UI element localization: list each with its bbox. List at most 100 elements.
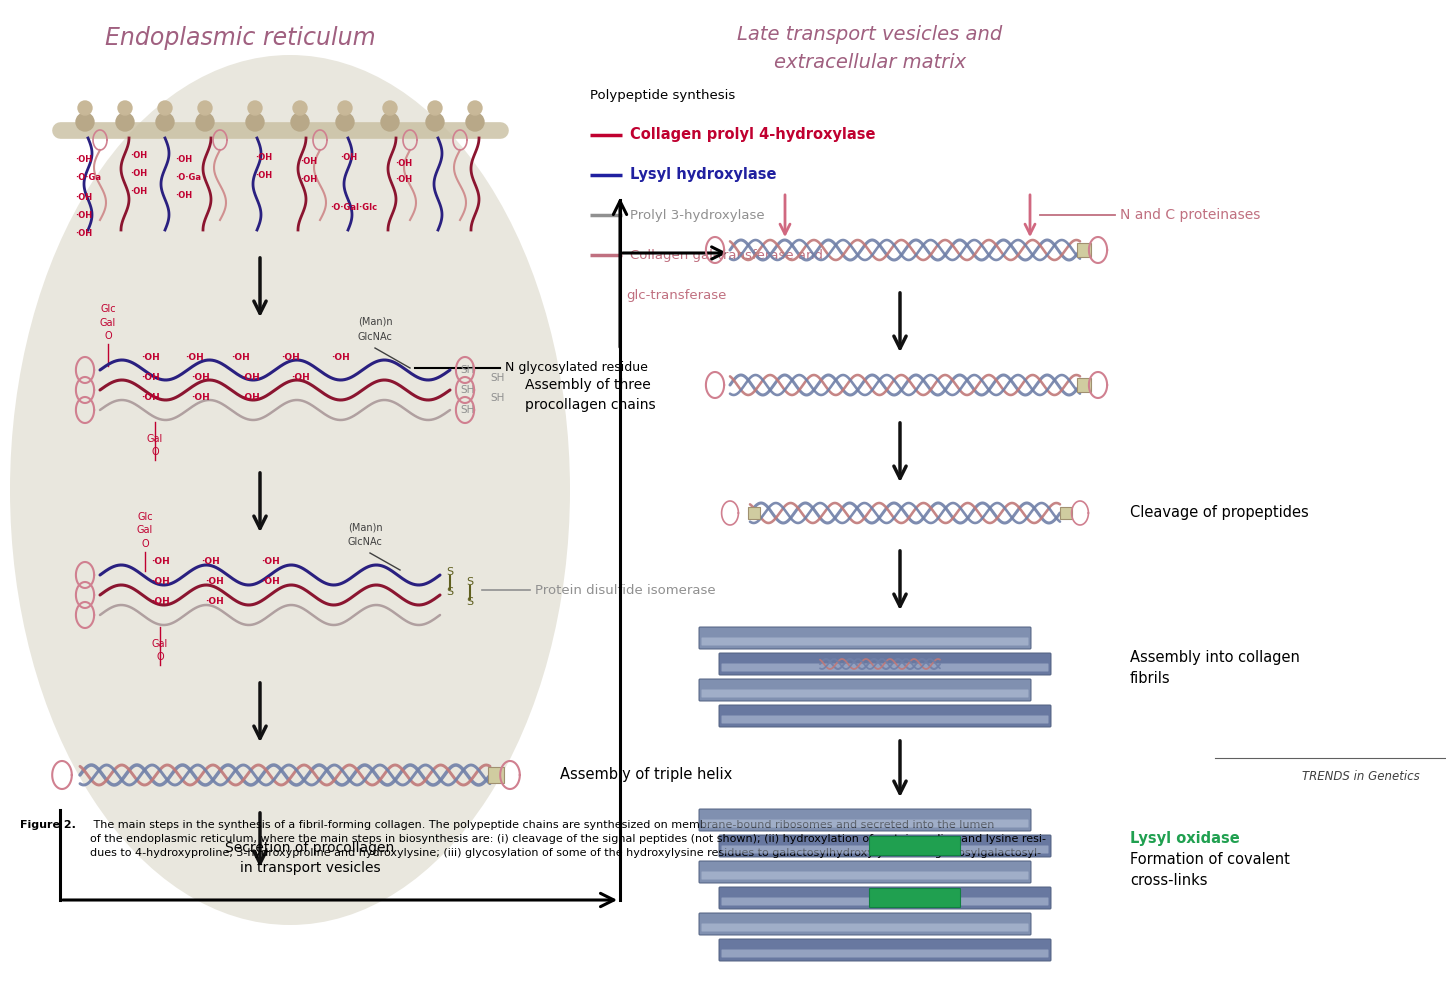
FancyBboxPatch shape bbox=[701, 872, 1028, 880]
Text: ·OH: ·OH bbox=[340, 153, 357, 161]
Text: Gal: Gal bbox=[147, 434, 163, 444]
Text: ·OH: ·OH bbox=[130, 187, 147, 196]
Text: ·OH: ·OH bbox=[395, 175, 412, 184]
Text: ·OH: ·OH bbox=[130, 151, 147, 159]
Text: Lysyl hydroxylase: Lysyl hydroxylase bbox=[630, 167, 777, 182]
Text: Gal: Gal bbox=[152, 639, 168, 649]
Text: ·OH: ·OH bbox=[201, 558, 220, 567]
Text: GlcNAc: GlcNAc bbox=[357, 332, 392, 342]
Text: Polypeptide synthesis: Polypeptide synthesis bbox=[590, 89, 735, 101]
Text: ·OH: ·OH bbox=[75, 228, 93, 237]
FancyBboxPatch shape bbox=[719, 835, 1051, 857]
Text: ·OH: ·OH bbox=[281, 353, 299, 362]
Text: ·OH: ·OH bbox=[260, 578, 279, 586]
Text: S: S bbox=[467, 597, 473, 607]
Text: S: S bbox=[467, 577, 473, 587]
Text: ·OH: ·OH bbox=[331, 353, 350, 362]
Circle shape bbox=[335, 113, 354, 131]
FancyBboxPatch shape bbox=[701, 820, 1028, 828]
Circle shape bbox=[246, 113, 265, 131]
FancyBboxPatch shape bbox=[719, 887, 1051, 909]
Text: ·OH: ·OH bbox=[395, 158, 412, 167]
Text: ·OH: ·OH bbox=[205, 578, 224, 586]
Text: Assembly of three
procollagen chains: Assembly of three procollagen chains bbox=[525, 378, 655, 411]
Text: ·OH: ·OH bbox=[75, 155, 93, 164]
Text: O: O bbox=[142, 539, 149, 549]
FancyBboxPatch shape bbox=[698, 861, 1031, 883]
FancyBboxPatch shape bbox=[701, 924, 1028, 932]
Text: ·OH: ·OH bbox=[191, 374, 210, 383]
FancyBboxPatch shape bbox=[719, 705, 1051, 727]
Text: ·OH: ·OH bbox=[254, 170, 272, 179]
Text: Gal: Gal bbox=[100, 318, 116, 328]
Text: ·OH: ·OH bbox=[191, 394, 210, 402]
Text: S: S bbox=[447, 587, 454, 597]
Bar bbox=[748, 507, 761, 519]
Text: The main steps in the synthesis of a fibril-forming collagen. The polypeptide ch: The main steps in the synthesis of a fib… bbox=[90, 820, 1045, 858]
Text: ·OH: ·OH bbox=[230, 353, 249, 362]
Text: Secretion of procollagen
in transport vesicles: Secretion of procollagen in transport ve… bbox=[226, 840, 395, 876]
Text: ·OH: ·OH bbox=[140, 394, 159, 402]
Text: ·OH: ·OH bbox=[175, 155, 192, 164]
FancyBboxPatch shape bbox=[698, 809, 1031, 831]
Circle shape bbox=[158, 101, 172, 115]
Circle shape bbox=[466, 113, 484, 131]
Text: glc-transferase: glc-transferase bbox=[626, 288, 726, 301]
Text: ·O·Gal·Glc: ·O·Gal·Glc bbox=[330, 203, 377, 212]
Text: ·OH: ·OH bbox=[75, 193, 93, 202]
Circle shape bbox=[294, 101, 307, 115]
Text: N and C proteinases: N and C proteinases bbox=[1121, 208, 1261, 222]
Circle shape bbox=[469, 101, 482, 115]
Text: ·OH: ·OH bbox=[299, 175, 317, 184]
Text: ·OH: ·OH bbox=[150, 578, 169, 586]
Circle shape bbox=[197, 113, 214, 131]
Bar bbox=[1077, 378, 1090, 392]
Ellipse shape bbox=[10, 55, 570, 925]
Text: SH: SH bbox=[460, 385, 474, 395]
Text: Protein disulfide isomerase: Protein disulfide isomerase bbox=[535, 584, 716, 596]
Text: Prolyl 3-hydroxylase: Prolyl 3-hydroxylase bbox=[630, 209, 765, 221]
Circle shape bbox=[156, 113, 174, 131]
Circle shape bbox=[77, 113, 94, 131]
Text: GlcNAc: GlcNAc bbox=[347, 537, 382, 547]
Text: Figure 2.: Figure 2. bbox=[20, 820, 75, 830]
Text: Late transport vesicles and: Late transport vesicles and bbox=[737, 26, 1002, 44]
Text: ·OH: ·OH bbox=[260, 558, 279, 567]
Text: ·OH: ·OH bbox=[240, 394, 259, 402]
Text: N glycosylated residue: N glycosylated residue bbox=[505, 361, 648, 375]
FancyBboxPatch shape bbox=[719, 653, 1051, 675]
Text: (Man)n: (Man)n bbox=[357, 317, 392, 327]
FancyBboxPatch shape bbox=[722, 897, 1048, 905]
Bar bbox=[1060, 507, 1071, 519]
Text: SH: SH bbox=[460, 405, 474, 415]
Text: Lysyl oxidase: Lysyl oxidase bbox=[1129, 830, 1239, 845]
Text: ·O·Ga: ·O·Ga bbox=[175, 173, 201, 182]
Text: ·OH: ·OH bbox=[291, 374, 309, 383]
Text: Glc: Glc bbox=[137, 512, 153, 522]
FancyBboxPatch shape bbox=[719, 939, 1051, 961]
Text: Endoplasmic reticulum: Endoplasmic reticulum bbox=[104, 26, 376, 50]
Text: SH: SH bbox=[490, 373, 505, 383]
Text: S: S bbox=[447, 567, 454, 577]
Circle shape bbox=[383, 101, 398, 115]
Text: Assembly into collagen
fibrils: Assembly into collagen fibrils bbox=[1129, 650, 1300, 686]
Circle shape bbox=[291, 113, 309, 131]
Text: extracellular matrix: extracellular matrix bbox=[774, 52, 966, 72]
Text: Formation of covalent
cross-links: Formation of covalent cross-links bbox=[1129, 852, 1290, 888]
Text: ·OH: ·OH bbox=[254, 154, 272, 162]
Text: ·OH: ·OH bbox=[175, 192, 192, 201]
Text: O: O bbox=[156, 652, 163, 662]
FancyBboxPatch shape bbox=[698, 679, 1031, 701]
Text: ·O·Ga: ·O·Ga bbox=[75, 173, 101, 182]
Text: ·OH: ·OH bbox=[150, 558, 169, 567]
Text: O: O bbox=[104, 331, 111, 341]
Circle shape bbox=[78, 101, 93, 115]
FancyBboxPatch shape bbox=[722, 845, 1048, 853]
Circle shape bbox=[198, 101, 213, 115]
Text: SH: SH bbox=[460, 365, 474, 375]
FancyBboxPatch shape bbox=[722, 715, 1048, 723]
Text: TRENDS in Genetics: TRENDS in Genetics bbox=[1303, 770, 1420, 783]
Circle shape bbox=[428, 101, 442, 115]
Circle shape bbox=[116, 113, 134, 131]
Text: Collagen prolyl 4-hydroxylase: Collagen prolyl 4-hydroxylase bbox=[630, 128, 875, 143]
